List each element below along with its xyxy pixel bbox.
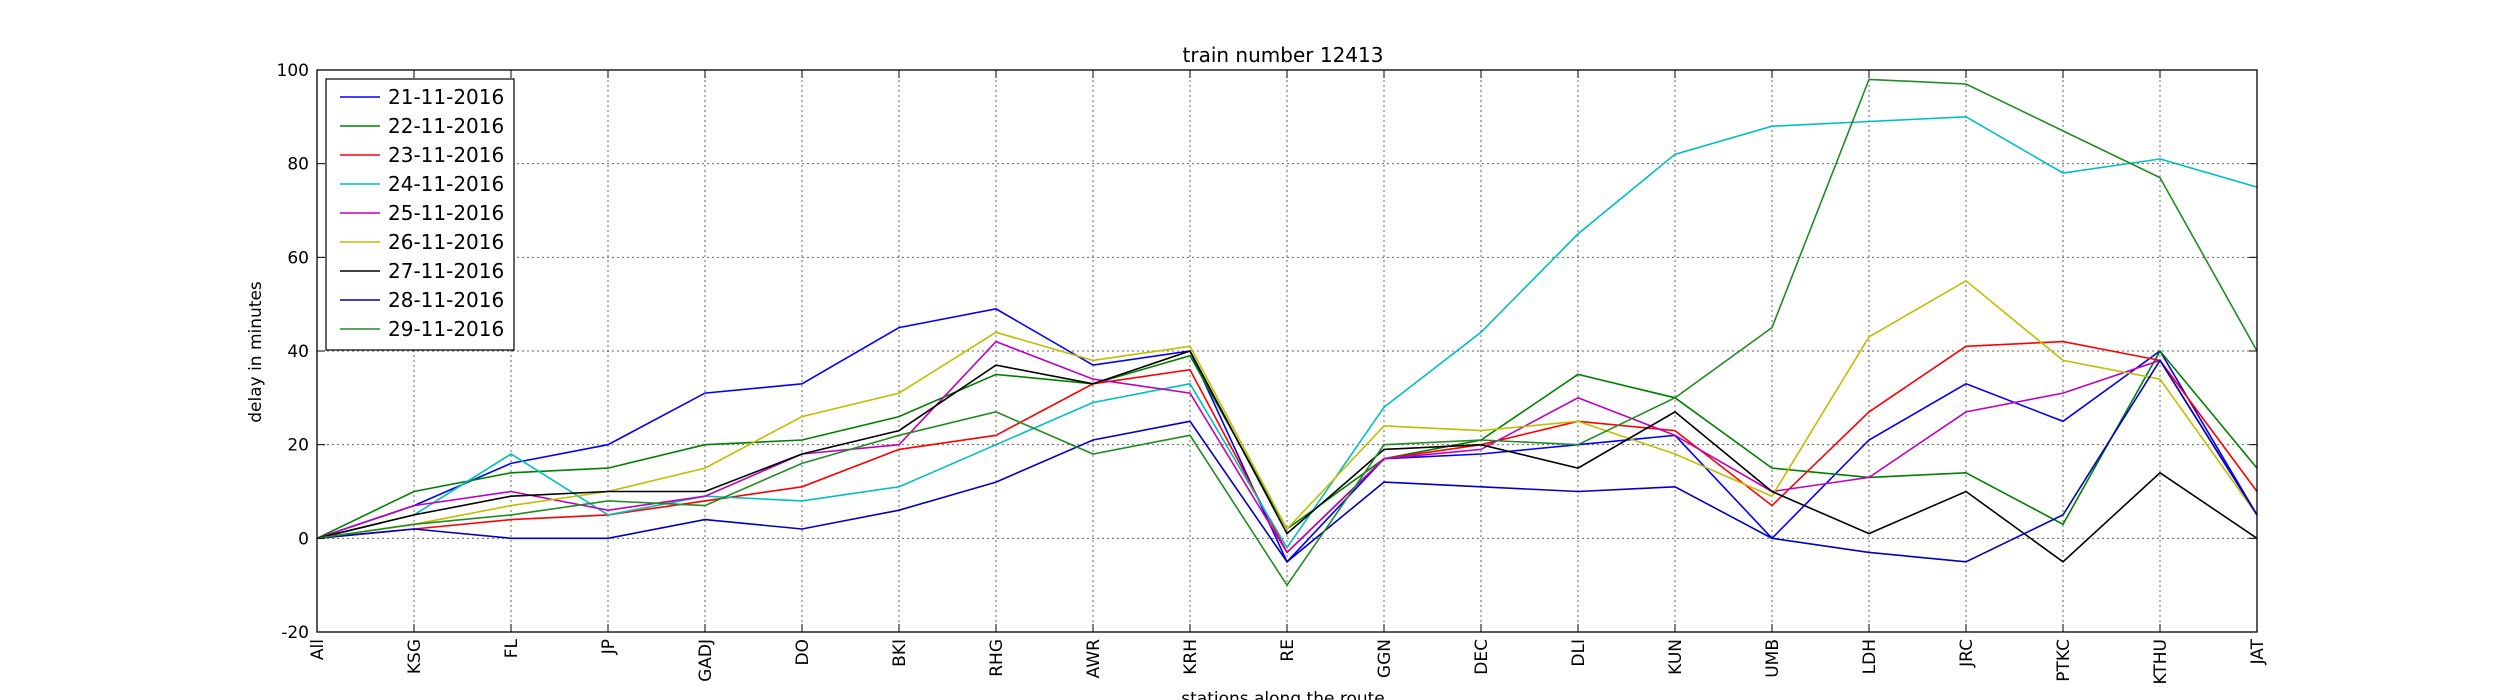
chart-title: train number 12413 [1183, 43, 1384, 67]
x-tick-label: DO [793, 639, 813, 665]
y-tick-label: 100 [277, 61, 309, 81]
series-line-4 [316, 115, 2258, 550]
y-tick-label: -20 [281, 623, 309, 643]
x-tick-label: UMB [1763, 639, 1783, 678]
y-tick-label: 60 [287, 248, 309, 268]
y-axis-label: delay in minutes [246, 281, 266, 423]
y-tick-label: 20 [287, 436, 309, 456]
x-tick-label: JRC [1957, 639, 1977, 668]
x-tick-label: BKI [890, 639, 910, 667]
y-tick-label: 80 [287, 155, 309, 175]
series-line-7 [316, 350, 2258, 563]
legend-label-6: 26-11-2016 [388, 230, 504, 254]
series-line-5 [316, 340, 2258, 554]
series-line-6 [316, 279, 2258, 540]
x-tick-label: RE [1278, 639, 1298, 662]
x-tick-label: FL [502, 638, 522, 658]
x-tick-label: KSG [405, 639, 425, 674]
legend-label-4: 24-11-2016 [388, 172, 504, 196]
legend-label-7: 27-11-2016 [388, 259, 504, 283]
x-tick-label: JP [599, 639, 619, 655]
y-tick-label: 40 [287, 342, 309, 362]
y-tick-label: 0 [298, 529, 309, 549]
legend-label-8: 28-11-2016 [388, 288, 504, 312]
x-tick-label: DEC [1472, 639, 1492, 675]
legend-label-5: 25-11-2016 [388, 201, 504, 225]
x-tick-label: DLI [1569, 639, 1589, 667]
series-line-8 [316, 358, 2258, 563]
x-tick-label: KTHU [2151, 639, 2171, 684]
x-tick-label: AWR [1084, 639, 1104, 679]
plot-area: -20 0 20 40 60 80 100 All KSG FL JP GADJ DO BKI RHG AWR… [277, 61, 2268, 684]
legend-label-3: 23-11-2016 [388, 143, 504, 167]
x-tick-label: KUN [1666, 639, 1686, 675]
x-tick-label: LDH [1860, 639, 1880, 674]
x-axis-label: stations along the route [1181, 689, 1385, 700]
x-tick-label: GGN [1375, 639, 1395, 678]
series-line-9 [316, 78, 2258, 587]
x-tick-label: All [308, 639, 328, 660]
x-tick-label: PTKC [2054, 639, 2074, 682]
x-tick-label: GADJ [696, 639, 716, 682]
legend-label-1: 21-11-2016 [388, 85, 504, 109]
x-tick-label: RHG [987, 639, 1007, 677]
x-tick-label: JAT [2248, 638, 2268, 665]
x-tick-label: KRH [1181, 639, 1201, 675]
legend-label-9: 29-11-2016 [388, 317, 504, 341]
legend-label-2: 22-11-2016 [388, 114, 504, 138]
legend-box [325, 78, 515, 351]
